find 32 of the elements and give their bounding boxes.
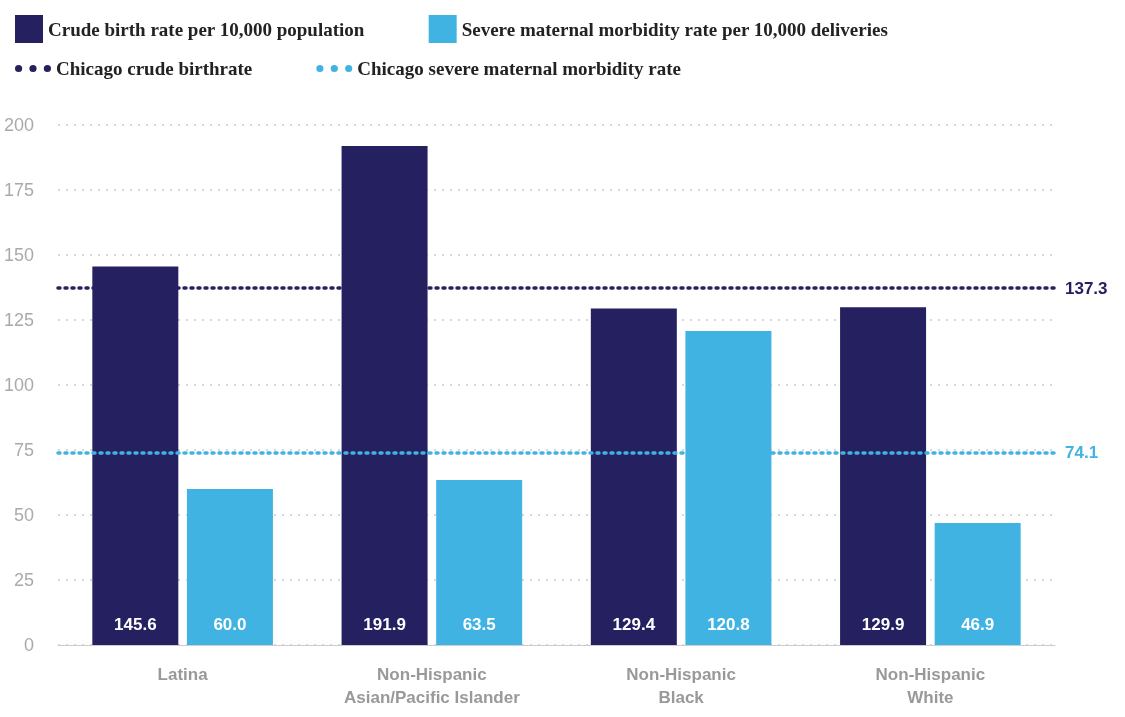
y-tick-label: 150 [3, 245, 34, 265]
bar [934, 523, 1021, 645]
bar [840, 307, 927, 645]
ref-line-label: 74.1 [1065, 442, 1099, 462]
legend-label: Severe maternal morbidity rate per 10,000 deliveries [461, 18, 888, 40]
y-tick-label: 175 [3, 180, 34, 200]
y-tick-label: 25 [13, 570, 34, 590]
y-tick-label: 50 [13, 505, 34, 525]
y-tick-label: 0 [23, 635, 34, 655]
x-tick-label: Non-Hispanic Black [626, 665, 736, 707]
x-tick-label: Non-Hispanic White [875, 665, 986, 707]
data-label: 46.9 [961, 615, 995, 634]
data-label: 145.6 [114, 615, 157, 634]
bar [436, 479, 523, 645]
data-label: 120.8 [707, 615, 750, 634]
y-tick-label: 125 [3, 310, 34, 330]
x-tick-label: Latina [157, 665, 209, 684]
legend-label: Crude birth rate per 10,000 population [48, 18, 365, 40]
y-tick-label: 75 [13, 440, 34, 460]
data-label: 129.4 [612, 615, 656, 634]
bar [186, 489, 273, 645]
data-label: 129.9 [861, 615, 905, 634]
data-label: 60.0 [213, 615, 247, 634]
bar [590, 308, 677, 645]
y-tick-label: 100 [3, 375, 34, 395]
ref-line-label: 137.3 [1065, 278, 1108, 298]
data-label: 63.5 [462, 615, 496, 634]
text: Chicago severe maternal morbidity rate [357, 58, 681, 79]
text: Chicago crude birthrate [56, 58, 253, 79]
y-tick-label: 200 [3, 115, 34, 135]
data-label: 191.9 [363, 615, 406, 634]
x-tick-label: Non-Hispanic Asian/Pacific Islander [344, 665, 521, 707]
